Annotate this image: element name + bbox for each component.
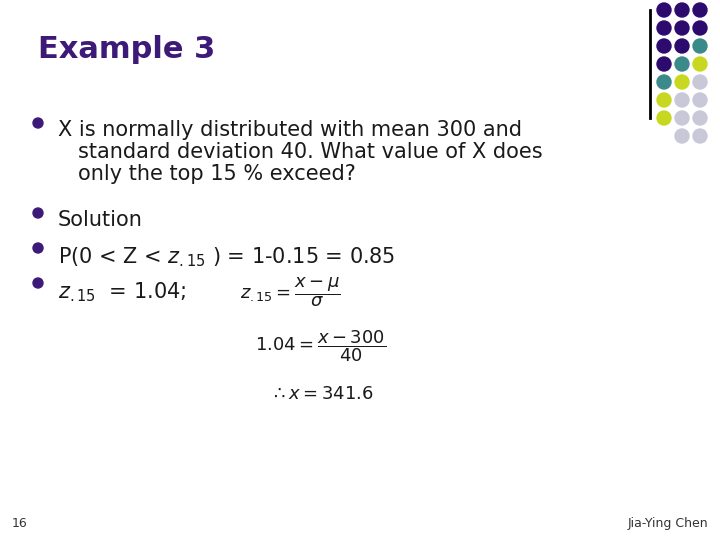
Circle shape bbox=[33, 278, 43, 288]
Circle shape bbox=[657, 21, 671, 35]
Circle shape bbox=[693, 3, 707, 17]
Circle shape bbox=[693, 93, 707, 107]
Circle shape bbox=[693, 111, 707, 125]
Circle shape bbox=[675, 75, 689, 89]
Text: $1.04 = \dfrac{x-300}{40}$: $1.04 = \dfrac{x-300}{40}$ bbox=[255, 328, 386, 363]
Circle shape bbox=[693, 39, 707, 53]
Text: standard deviation 40. What value of X does: standard deviation 40. What value of X d… bbox=[78, 142, 543, 162]
Text: Solution: Solution bbox=[58, 210, 143, 230]
Circle shape bbox=[675, 111, 689, 125]
Circle shape bbox=[33, 243, 43, 253]
Circle shape bbox=[657, 39, 671, 53]
Circle shape bbox=[693, 57, 707, 71]
Text: Example 3: Example 3 bbox=[38, 35, 215, 64]
Text: X is normally distributed with mean 300 and: X is normally distributed with mean 300 … bbox=[58, 120, 522, 140]
Circle shape bbox=[675, 57, 689, 71]
Circle shape bbox=[693, 75, 707, 89]
Text: $\therefore x = 341.6$: $\therefore x = 341.6$ bbox=[270, 385, 374, 403]
Circle shape bbox=[693, 21, 707, 35]
Text: only the top 15 % exceed?: only the top 15 % exceed? bbox=[78, 164, 356, 184]
Text: P(0 < Z < $z_{.15}$ ) = 1-0.15 = 0.85: P(0 < Z < $z_{.15}$ ) = 1-0.15 = 0.85 bbox=[58, 245, 395, 268]
Circle shape bbox=[657, 75, 671, 89]
Circle shape bbox=[675, 129, 689, 143]
Circle shape bbox=[657, 93, 671, 107]
Text: $z_{.15}$  = 1.04;: $z_{.15}$ = 1.04; bbox=[58, 280, 186, 303]
Circle shape bbox=[33, 208, 43, 218]
Text: 16: 16 bbox=[12, 517, 28, 530]
Circle shape bbox=[657, 57, 671, 71]
Circle shape bbox=[657, 111, 671, 125]
Text: $z_{.15} = \dfrac{x-\mu}{\sigma}$: $z_{.15} = \dfrac{x-\mu}{\sigma}$ bbox=[240, 275, 341, 309]
Circle shape bbox=[675, 3, 689, 17]
Circle shape bbox=[675, 93, 689, 107]
Circle shape bbox=[675, 21, 689, 35]
Circle shape bbox=[33, 118, 43, 128]
Text: Jia-Ying Chen: Jia-Ying Chen bbox=[627, 517, 708, 530]
Circle shape bbox=[675, 39, 689, 53]
Circle shape bbox=[657, 3, 671, 17]
Circle shape bbox=[693, 129, 707, 143]
